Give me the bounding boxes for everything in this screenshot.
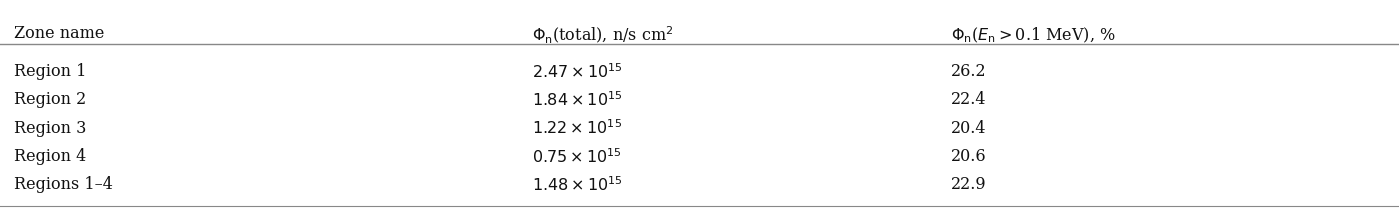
Text: $\it{\Phi}_\mathrm{n}$($\it{E}_\mathrm{n}$$>$0.1 MeV), %: $\it{\Phi}_\mathrm{n}$($\it{E}_\mathrm{n… [951, 25, 1116, 45]
Text: Region 4: Region 4 [14, 148, 87, 165]
Text: Region 2: Region 2 [14, 91, 87, 108]
Text: 20.4: 20.4 [951, 120, 986, 137]
Text: Region 1: Region 1 [14, 63, 87, 80]
Text: $0.75\times10^{15}$: $0.75\times10^{15}$ [532, 148, 621, 167]
Text: $\it{\Phi}_\mathrm{n}$(total), n/s cm$^2$: $\it{\Phi}_\mathrm{n}$(total), n/s cm$^2… [532, 25, 673, 46]
Text: $1.48\times10^{15}$: $1.48\times10^{15}$ [532, 176, 623, 195]
Text: 22.9: 22.9 [951, 176, 986, 193]
Text: 20.6: 20.6 [951, 148, 986, 165]
Text: $2.47\times10^{15}$: $2.47\times10^{15}$ [532, 63, 623, 82]
Text: $1.22\times10^{15}$: $1.22\times10^{15}$ [532, 120, 621, 138]
Text: 22.4: 22.4 [951, 91, 986, 108]
Text: Regions 1–4: Regions 1–4 [14, 176, 113, 193]
Text: Region 3: Region 3 [14, 120, 87, 137]
Text: Zone name: Zone name [14, 25, 105, 42]
Text: $1.84\times10^{15}$: $1.84\times10^{15}$ [532, 91, 623, 110]
Text: 26.2: 26.2 [951, 63, 986, 80]
